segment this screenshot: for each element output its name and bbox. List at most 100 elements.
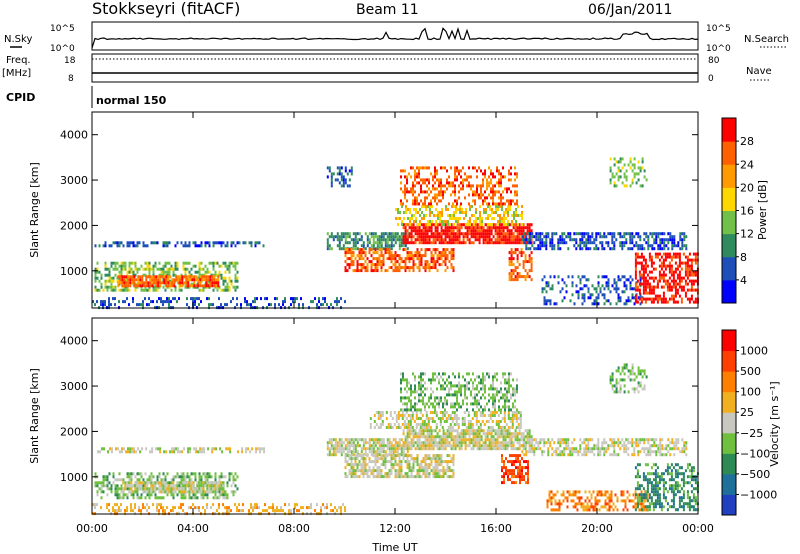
data-cell <box>171 478 173 481</box>
data-cell <box>211 447 213 450</box>
data-cell <box>514 184 516 187</box>
data-cell <box>264 509 266 512</box>
data-cell <box>482 202 484 205</box>
data-cell <box>380 426 382 429</box>
data-cell <box>455 232 457 235</box>
data-cell <box>529 238 531 241</box>
data-cell <box>371 444 373 447</box>
data-cell <box>187 475 189 478</box>
data-cell <box>123 268 125 271</box>
data-cell <box>479 441 481 444</box>
data-cell <box>233 481 235 484</box>
data-cell <box>371 244 373 247</box>
data-cell <box>492 199 494 202</box>
data-cell <box>355 257 357 260</box>
data-cell <box>196 487 198 490</box>
data-cell <box>379 441 381 444</box>
data-cell <box>517 205 519 208</box>
data-cell <box>450 193 452 196</box>
data-cell <box>125 284 127 287</box>
data-cell <box>543 241 545 244</box>
data-cell <box>523 229 525 232</box>
data-cell <box>140 303 142 306</box>
data-cell <box>425 229 427 232</box>
data-cell <box>546 299 548 302</box>
data-cell <box>671 238 673 241</box>
data-cell <box>685 280 687 283</box>
data-cell <box>459 217 461 220</box>
data-cell <box>367 441 369 444</box>
data-cell <box>604 302 606 305</box>
data-cell <box>475 441 477 444</box>
data-cell <box>152 484 154 487</box>
data-cell <box>371 438 373 441</box>
data-cell <box>657 298 659 301</box>
data-cell <box>412 166 414 169</box>
data-cell <box>142 300 144 303</box>
nave-label: Nave <box>746 66 772 77</box>
data-cell <box>264 297 266 300</box>
data-cell <box>347 441 349 444</box>
data-cell <box>671 289 673 292</box>
data-cell <box>439 469 441 472</box>
data-cell <box>377 260 379 263</box>
data-cell <box>403 450 405 453</box>
data-cell <box>147 265 149 268</box>
data-cell <box>158 490 160 493</box>
data-cell <box>128 303 130 306</box>
data-cell <box>411 454 413 457</box>
data-cell <box>511 248 513 251</box>
data-cell <box>519 447 521 450</box>
data-cell <box>215 241 217 244</box>
data-cell <box>449 441 451 444</box>
data-cell <box>485 232 487 235</box>
data-cell <box>657 295 659 298</box>
data-cell <box>647 238 649 241</box>
data-cell <box>394 423 396 426</box>
data-cell <box>152 487 154 490</box>
data-cell <box>351 450 353 453</box>
data-cell <box>143 284 145 287</box>
data-cell <box>499 220 501 223</box>
data-cell <box>343 244 345 247</box>
data-cell <box>221 274 223 277</box>
data-cell <box>207 271 209 274</box>
data-cell <box>667 265 669 268</box>
data-cell <box>236 303 238 306</box>
data-cell <box>397 208 399 211</box>
data-cell <box>409 475 411 478</box>
data-cell <box>488 193 490 196</box>
data-cell <box>389 475 391 478</box>
data-cell <box>117 490 119 493</box>
data-cell <box>167 275 169 278</box>
data-cell <box>238 503 240 506</box>
data-cell <box>647 274 649 277</box>
data-cell <box>421 217 423 220</box>
data-cell <box>363 438 365 441</box>
data-cell <box>404 187 406 190</box>
data-cell <box>391 469 393 472</box>
data-cell <box>363 441 365 444</box>
data-cell <box>197 284 199 287</box>
data-cell <box>511 214 513 217</box>
data-cell <box>479 238 481 241</box>
data-cell <box>434 172 436 175</box>
data-cell <box>411 266 413 269</box>
data-cell <box>629 235 631 238</box>
data-cell <box>441 435 443 438</box>
data-cell <box>425 460 427 463</box>
data-cell <box>513 263 515 266</box>
data-cell <box>610 169 612 172</box>
data-cell <box>410 175 412 178</box>
data-cell <box>403 475 405 478</box>
data-cell <box>475 226 477 229</box>
data-cell <box>479 429 481 432</box>
data-cell <box>203 450 205 453</box>
data-cell <box>489 438 491 441</box>
data-cell <box>521 254 523 257</box>
data-cell <box>164 300 166 303</box>
data-cell <box>428 166 430 169</box>
data-cell <box>427 438 429 441</box>
data-cell <box>411 444 413 447</box>
data-cell <box>478 196 480 199</box>
